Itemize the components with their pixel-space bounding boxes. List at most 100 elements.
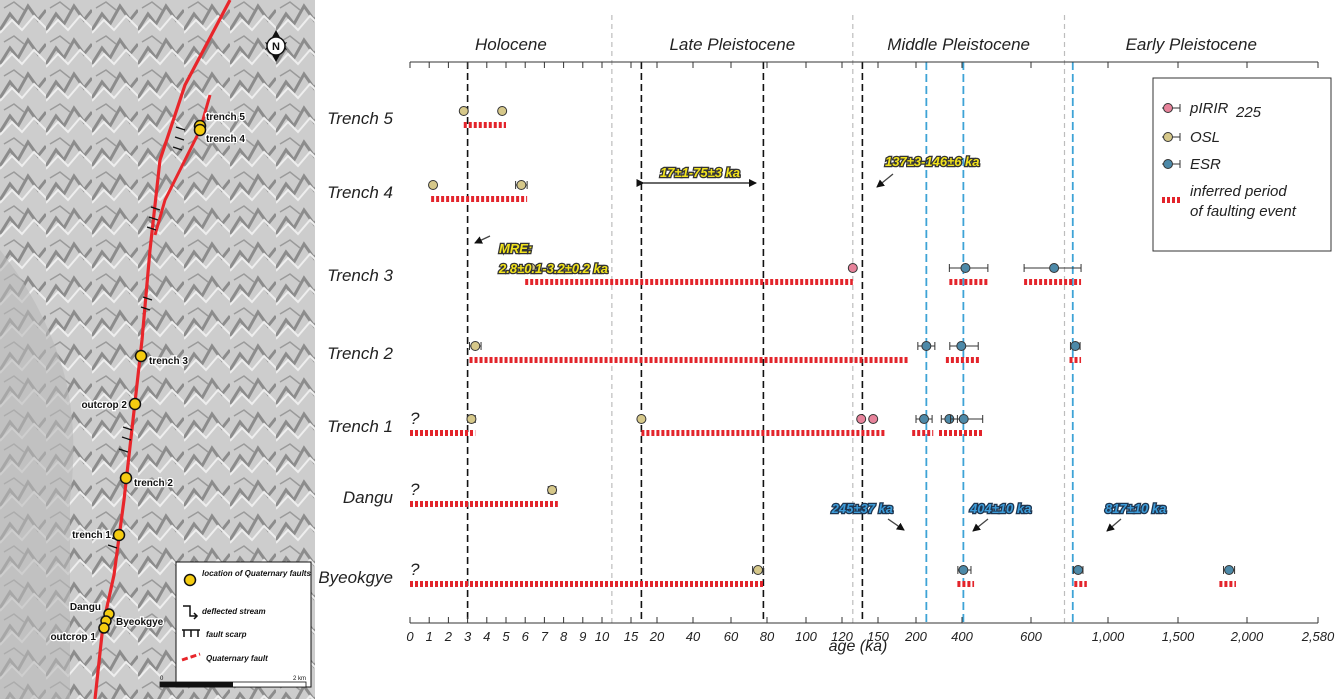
- fault-scarp-tick: [172, 146, 183, 151]
- annotation-esr-245: 245±37 ka: [831, 501, 893, 516]
- osl-point: [547, 485, 558, 495]
- x-tick-label: 9: [579, 629, 586, 644]
- site-marker-outcrop1: [98, 622, 110, 634]
- x-tick-label: 150: [867, 629, 889, 644]
- north-arrow-icon: N: [265, 30, 287, 62]
- annotation-range-17-75: 17±1-75±3 ka: [660, 165, 740, 180]
- annotation-mre-line1: MRE:: [499, 241, 532, 256]
- question-mark: ?: [410, 480, 420, 499]
- row-label: Byeokgye: [318, 568, 393, 587]
- annotations: MRE: 2.8±0.1-3.2±0.2 ka 17±1-75±3 ka 137±3-…: [474, 153, 1168, 532]
- osl-point: [466, 414, 477, 424]
- period-label: Early Pleistocene: [1126, 35, 1257, 54]
- map-label-trench4: trench 4: [206, 134, 245, 145]
- legend-label-pirir-sub: 225: [1235, 104, 1262, 121]
- pirir-point: [856, 414, 867, 424]
- x-tick-label: 2,000: [1230, 629, 1264, 644]
- x-tick-label: 15: [624, 629, 639, 644]
- legend-label-inferred-2: of faulting event: [1190, 203, 1297, 220]
- x-tick-label: 5: [502, 629, 510, 644]
- x-axis-label: age (ka): [829, 638, 888, 655]
- legend-marker-esr: [1163, 159, 1173, 169]
- esr-point: [919, 414, 930, 424]
- fault-scarp-tick: [175, 126, 186, 131]
- period-label: Middle Pleistocene: [887, 35, 1030, 54]
- annotation-arrow: [972, 518, 989, 532]
- map-label-trench2: trench 2: [134, 478, 173, 489]
- osl-point: [753, 565, 763, 575]
- site-marker-trench4: [193, 123, 207, 137]
- osl-point: [636, 414, 647, 424]
- x-tick-label: 8: [560, 629, 568, 644]
- row-label: Trench 1: [327, 417, 393, 436]
- event-lines: [466, 62, 1074, 623]
- age-points: [428, 106, 1236, 575]
- osl-point: [470, 341, 481, 351]
- x-tick-label: 1: [426, 629, 433, 644]
- fault-scarp-icon: [182, 629, 200, 637]
- esr-point: [956, 341, 967, 351]
- esr-point: [958, 565, 969, 575]
- fault-scarp-tick: [140, 306, 151, 311]
- map-svg: N trench 5 trench 4 trench 3 outcrop 2 t…: [0, 0, 315, 699]
- map-label-trench5: trench 5: [206, 112, 245, 123]
- question-mark: ?: [410, 560, 420, 579]
- osl-point: [497, 106, 508, 116]
- chart-axes: [409, 61, 1319, 624]
- question-marks: ???: [410, 409, 420, 579]
- map-label-trench1: trench 1: [72, 530, 111, 541]
- x-tick-label: 7: [541, 629, 549, 644]
- period-boundaries: [611, 15, 1066, 625]
- map-legend-quat-fault: Quaternary fault: [206, 654, 268, 663]
- legend-label-pirir: pIRIR: [1189, 100, 1229, 117]
- row-label: Trench 4: [327, 183, 393, 202]
- x-tick-label: 1,000: [1092, 629, 1125, 644]
- fault-branch: [153, 94, 212, 236]
- x-tick-label: 80: [760, 629, 775, 644]
- fault-scarp-marks: [107, 126, 186, 549]
- map-legend: location of Quaternary faults deflected …: [159, 561, 312, 688]
- x-tick-label: 2,580: [1301, 629, 1335, 644]
- esr-point: [958, 414, 969, 424]
- annotation-arrow: [876, 173, 894, 188]
- annotation-mre-line2: 2.8±0.1-3.2±0.2 ka: [498, 261, 608, 276]
- site-marker-outcrop2: [128, 397, 142, 411]
- map-legend-stream: deflected stream: [202, 607, 266, 616]
- map-label-trench3: trench 3: [149, 356, 188, 367]
- esr-point: [921, 341, 932, 351]
- quaternary-fault-icon: [181, 652, 201, 662]
- map-legend-scarp: fault scarp: [206, 630, 247, 639]
- fault-scarp-tick: [146, 226, 157, 231]
- fault-scarp-tick: [150, 206, 161, 211]
- fault-scarp-tick: [121, 436, 132, 441]
- site-markers: [98, 119, 207, 634]
- annotation-esr-817: 817±10 ka: [1105, 501, 1166, 516]
- x-tick-label: 100: [795, 629, 817, 644]
- x-tick-label: 60: [724, 629, 739, 644]
- x-tick-label: 40: [686, 629, 701, 644]
- quaternary-fault-trace: [93, 0, 232, 699]
- row-label: Trench 2: [327, 344, 393, 363]
- valley-floor: [0, 250, 74, 699]
- annotation-esr-404: 404±10 ka: [969, 501, 1031, 516]
- site-marker-trench3: [134, 349, 148, 363]
- osl-point: [458, 106, 469, 116]
- x-tick-label: 600: [1020, 629, 1042, 644]
- esr-point: [1224, 565, 1235, 575]
- map-label-outcrop2: outcrop 2: [81, 400, 127, 411]
- x-tick-label: 10: [595, 629, 610, 644]
- legend-label-esr: ESR: [1190, 156, 1221, 173]
- fault-scarp-tick: [174, 136, 185, 141]
- chart-legend: pIRIR OSL ESR 225 inferred period of faulting…: [1152, 77, 1332, 252]
- site-marker-trench1: [112, 528, 126, 542]
- fault-scarp-tick: [118, 448, 129, 453]
- annotation-arrow: [474, 235, 491, 244]
- x-tick-label: 120: [831, 629, 853, 644]
- x-tick-label: 400: [951, 629, 973, 644]
- period-labels: Holocene Late Pleistocene Middle Pleistoce…: [475, 35, 1257, 54]
- north-label: N: [272, 41, 280, 53]
- pirir-point: [847, 263, 858, 273]
- x-tick-label: 3: [464, 629, 472, 644]
- legend-site-icon: [183, 573, 197, 587]
- legend-marker-pirir: [1163, 103, 1173, 113]
